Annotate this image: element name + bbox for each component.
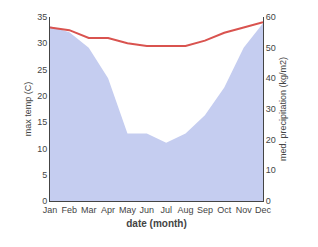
svg-text:40: 40: [266, 73, 276, 83]
svg-text:Sep: Sep: [197, 205, 213, 215]
svg-text:20: 20: [266, 135, 276, 145]
svg-text:Dec: Dec: [255, 205, 272, 215]
svg-text:30: 30: [266, 104, 276, 114]
svg-text:15: 15: [37, 117, 47, 127]
svg-text:Jan: Jan: [43, 205, 58, 215]
svg-text:med. precipitation (kg/m2): med. precipitation (kg/m2): [278, 57, 288, 161]
svg-text:max temp (C): max temp (C): [23, 82, 33, 137]
svg-text:10: 10: [266, 165, 276, 175]
svg-text:Apr: Apr: [101, 205, 115, 215]
svg-text:Nov: Nov: [236, 205, 253, 215]
svg-text:25: 25: [37, 65, 47, 75]
svg-text:date (month): date (month): [126, 218, 187, 229]
svg-text:60: 60: [266, 12, 276, 22]
svg-text:0: 0: [266, 196, 271, 206]
svg-text:35: 35: [37, 12, 47, 22]
svg-text:50: 50: [266, 43, 276, 53]
svg-text:Mar: Mar: [81, 205, 97, 215]
svg-text:Jun: Jun: [140, 205, 155, 215]
svg-text:Feb: Feb: [62, 205, 78, 215]
svg-text:30: 30: [37, 38, 47, 48]
svg-text:5: 5: [42, 170, 47, 180]
svg-text:Jul: Jul: [160, 205, 172, 215]
svg-text:May: May: [119, 205, 137, 215]
svg-text:20: 20: [37, 91, 47, 101]
svg-text:Oct: Oct: [217, 205, 232, 215]
svg-text:0: 0: [42, 196, 47, 206]
svg-text:10: 10: [37, 144, 47, 154]
svg-text:Aug: Aug: [178, 205, 194, 215]
